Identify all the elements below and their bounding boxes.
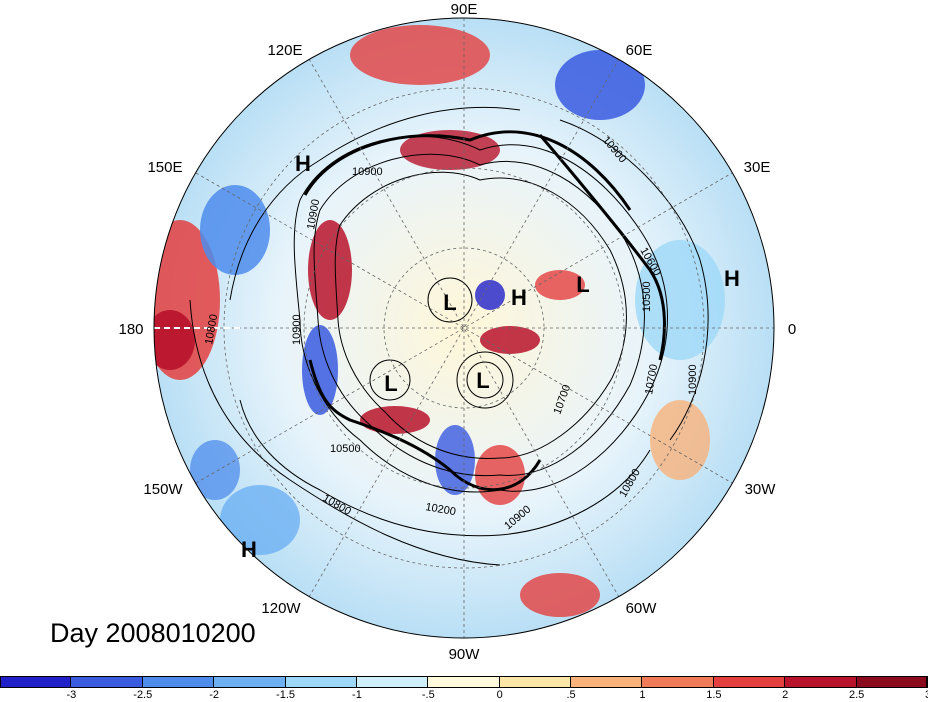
colorbar-box: [713, 676, 786, 688]
contour-label: 10800: [203, 313, 220, 345]
cold-anomaly: [190, 440, 240, 500]
cold-anomaly: [435, 425, 475, 495]
contour-label: 10900: [291, 314, 303, 345]
colorbar-box: [499, 676, 572, 688]
lon-label: 120E: [267, 42, 302, 59]
colorbar-tick-label: -2: [209, 689, 220, 701]
colorbar-tick-label: 1: [639, 689, 646, 701]
colorbar-box: [356, 676, 429, 688]
pressure-centers: H H H L L H L L L: [241, 151, 740, 562]
contour-label: 10700: [643, 363, 660, 395]
colorbar-box: [285, 676, 357, 688]
lon-label: 0: [788, 321, 796, 338]
colorbar-tick-label: -3: [66, 689, 77, 701]
lon-label: 60E: [626, 42, 653, 59]
colorbar-box: [214, 676, 286, 688]
colorbar-box: [785, 676, 857, 688]
contour-label: 10200: [424, 501, 456, 518]
colorbar-tick-label: -1: [352, 689, 362, 701]
high-center: H: [241, 537, 257, 562]
low-center: L: [443, 290, 456, 315]
height-contours: [189, 107, 709, 566]
contour-label: 10500: [641, 281, 653, 312]
longitude-labels: 90E 60E 30E 0 30W 60W 90W 120W 150W 180 …: [118, 1, 796, 663]
lon-label: 30W: [745, 481, 777, 498]
colorbar-tick-label: 2.5: [848, 689, 865, 701]
graticule: [154, 18, 774, 638]
colorbar-box: [0, 676, 72, 688]
cold-anomaly: [200, 185, 270, 275]
colorbar-tick-label: -2.5: [133, 689, 153, 701]
colorbar-frame: [0, 676, 927, 688]
colorbar-box: [856, 676, 928, 688]
colorbar-box: [642, 676, 714, 688]
colorbar-tick-label: 1.5: [706, 689, 722, 701]
warm-anomaly: [650, 400, 710, 480]
high-center: H: [295, 151, 311, 176]
lon-label: 90E: [451, 1, 478, 18]
low-center: L: [476, 368, 489, 393]
colorbar-box: [142, 676, 215, 688]
warm-anomaly: [308, 220, 352, 320]
warm-anomaly: [400, 130, 500, 170]
warm-anomaly: [535, 270, 585, 300]
lon-label: 120W: [261, 600, 301, 617]
warm-anomaly: [360, 406, 430, 434]
colorbar-box: [71, 676, 143, 688]
cold-anomaly: [302, 325, 338, 415]
lon-label: 60W: [626, 600, 658, 617]
colorbar-tick-label: 2: [782, 689, 789, 701]
lon-label: 30E: [744, 159, 771, 176]
low-center: L: [576, 272, 589, 297]
lon-label: 90W: [449, 646, 481, 663]
contour-label: 10900: [352, 166, 383, 178]
colorbar: -3 -2.5 -2 -1.5 -1 -.5 0 .5 1 1.5 2 2.5 3: [0, 676, 928, 702]
colorbar-box: [571, 676, 643, 688]
lon-label: 150W: [143, 481, 183, 498]
map-boundary: [153, 17, 775, 639]
colorbar-tick-label: 0: [496, 689, 503, 701]
colorbar-tick-label: .5: [566, 689, 576, 701]
lon-label: 180: [118, 321, 143, 338]
colorbar-box: [428, 676, 500, 688]
anomaly-field: [154, 18, 774, 638]
cold-anomaly: [475, 280, 505, 310]
high-center: H: [511, 285, 527, 310]
cold-anomaly: [555, 50, 645, 120]
high-center: H: [724, 266, 740, 291]
contour-label: 10900: [687, 364, 699, 395]
warm-anomaly: [350, 25, 490, 85]
polar-map: 90E 60E 30E 0 30W 60W 90W 120W 150W 180 …: [118, 1, 796, 663]
cold-anomaly: [220, 485, 300, 555]
colorbar-tick-label: 3: [925, 689, 928, 701]
colorbar-tick-label: -.5: [421, 689, 435, 701]
lon-label: 150E: [147, 159, 182, 176]
contour-label: 10500: [330, 443, 361, 455]
warm-anomaly: [480, 326, 540, 354]
colorbar-tick-label: -1.5: [276, 689, 296, 701]
contour-label: 10900: [305, 198, 322, 230]
day-title: Day 2008010200: [50, 618, 256, 648]
low-center: L: [384, 371, 397, 396]
warm-anomaly: [520, 573, 600, 617]
warm-anomaly: [154, 310, 195, 370]
